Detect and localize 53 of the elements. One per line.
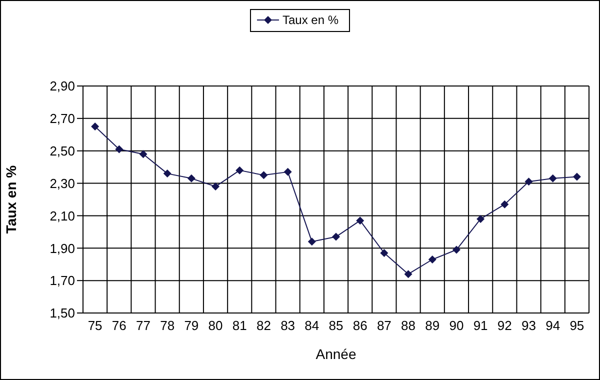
y-tick-label: 1,50 (50, 306, 75, 321)
x-tick-label: 86 (352, 318, 368, 334)
x-tick-label: 93 (522, 318, 536, 334)
x-tick-label: 79 (184, 318, 199, 334)
point (308, 238, 316, 246)
y-tick-label: 2,10 (50, 208, 75, 224)
point (115, 145, 124, 154)
point (260, 171, 268, 180)
y-tick-label: 1,70 (50, 273, 75, 288)
legend-label: Taux en % (282, 13, 339, 27)
x-tick-label: 76 (112, 318, 126, 334)
x-tick-label: 82 (256, 318, 271, 334)
point (163, 170, 172, 178)
point (284, 168, 292, 176)
x-tick-label: 84 (304, 318, 320, 334)
x-tick-label: 92 (497, 318, 512, 334)
x-tick-label: 95 (570, 318, 584, 334)
x-tick-label: 89 (425, 318, 440, 334)
x-tick-label: 88 (401, 318, 416, 334)
point (332, 232, 340, 241)
x-tick-label: 77 (136, 318, 150, 334)
x-tick-label: 87 (376, 318, 392, 334)
point (91, 122, 100, 131)
point (524, 178, 533, 186)
point (356, 216, 364, 225)
point (187, 174, 196, 182)
point (404, 270, 412, 278)
y-axis-title: Taux en % (2, 164, 19, 234)
point (572, 172, 581, 181)
x-tick-label: 91 (473, 318, 488, 334)
x-tick-label: 85 (328, 318, 344, 334)
point (139, 150, 148, 158)
point (428, 255, 436, 264)
point (212, 182, 220, 191)
y-tick-label: 2,70 (50, 111, 75, 126)
x-tick-label: 78 (160, 318, 175, 334)
point (380, 249, 388, 258)
point (236, 166, 244, 174)
x-tick-label: 94 (546, 318, 560, 334)
y-tick-label: 2,30 (50, 176, 75, 191)
point (452, 246, 460, 254)
x-tick-label: 90 (449, 318, 464, 334)
x-tick-label: 81 (232, 318, 247, 334)
x-axis-title: Année (316, 346, 356, 362)
y-tick-label: 2,90 (50, 78, 75, 94)
point (548, 174, 557, 182)
y-tick-label: 2,50 (50, 143, 75, 158)
x-tick-label: 75 (88, 318, 102, 334)
point (476, 214, 485, 223)
y-tick-label: 1,90 (50, 240, 75, 256)
x-tick-label: 83 (280, 318, 296, 334)
point (500, 200, 509, 208)
x-tick-label: 80 (208, 318, 223, 334)
